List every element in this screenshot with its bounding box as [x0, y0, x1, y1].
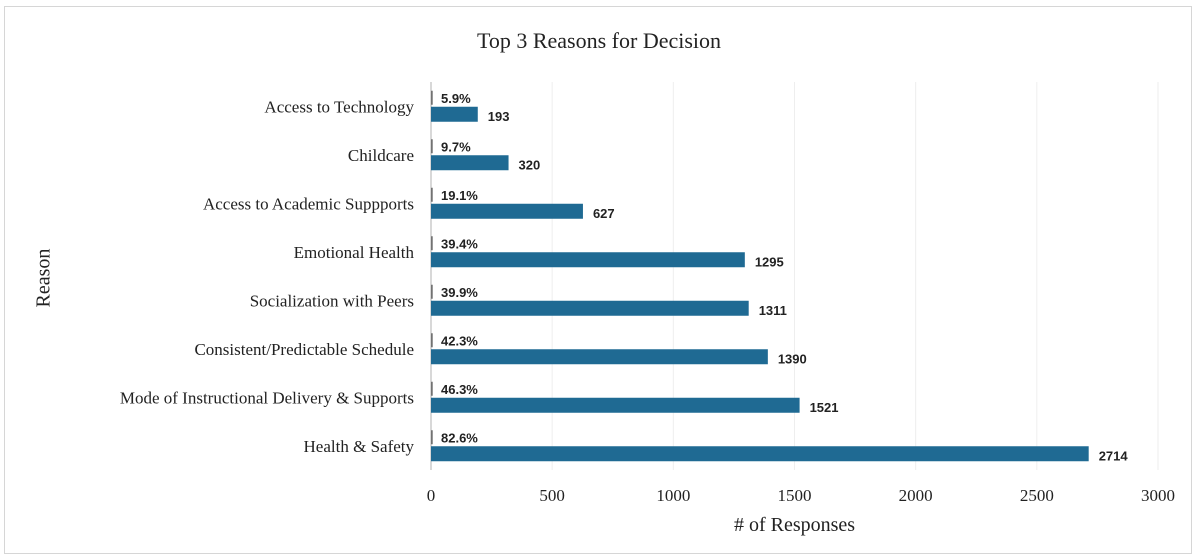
x-axis-label: # of Responses	[733, 514, 856, 536]
category-label: Emotional Health	[294, 243, 415, 262]
percent-label: 5.9%	[441, 91, 471, 106]
x-tick-label: 1000	[656, 486, 690, 505]
percent-label: 9.7%	[441, 139, 471, 154]
value-label: 1521	[810, 400, 839, 415]
category-label: Access to Academic Suppports	[203, 194, 414, 213]
category-label: Consistent/Predictable Schedule	[194, 340, 414, 359]
bar	[431, 397, 800, 413]
bar	[431, 446, 1089, 462]
value-label: 627	[593, 206, 615, 221]
x-tick-label: 1500	[778, 486, 812, 505]
category-label: Health & Safety	[304, 437, 415, 456]
value-label: 1390	[778, 351, 807, 366]
percent-label: 42.3%	[441, 333, 478, 348]
chart-frame	[4, 6, 1192, 554]
percent-label: 82.6%	[441, 430, 478, 445]
x-tick-label: 3000	[1141, 486, 1175, 505]
value-label: 320	[519, 157, 541, 172]
bar	[431, 106, 478, 122]
percent-label: 46.3%	[441, 382, 478, 397]
category-label: Mode of Instructional Delivery & Support…	[120, 388, 414, 407]
value-label: 1295	[755, 254, 784, 269]
value-label: 193	[488, 109, 510, 124]
value-label: 1311	[759, 303, 787, 318]
category-label: Access to Technology	[264, 97, 414, 116]
category-label: Childcare	[348, 146, 414, 165]
bar	[431, 252, 745, 268]
category-label: Socialization with Peers	[250, 291, 414, 310]
percent-label: 19.1%	[441, 188, 478, 203]
x-tick-label: 2500	[1020, 486, 1054, 505]
x-tick-label: 2000	[899, 486, 933, 505]
x-tick-label: 500	[539, 486, 565, 505]
value-label: 2714	[1099, 448, 1129, 463]
chart-title: Top 3 Reasons for Decision	[476, 28, 722, 53]
percent-label: 39.4%	[441, 236, 478, 251]
x-tick-label: 0	[427, 486, 436, 505]
bar	[431, 155, 509, 171]
bar	[431, 300, 749, 316]
percent-label: 39.9%	[441, 285, 478, 300]
bar	[431, 203, 583, 219]
bar	[431, 349, 768, 365]
